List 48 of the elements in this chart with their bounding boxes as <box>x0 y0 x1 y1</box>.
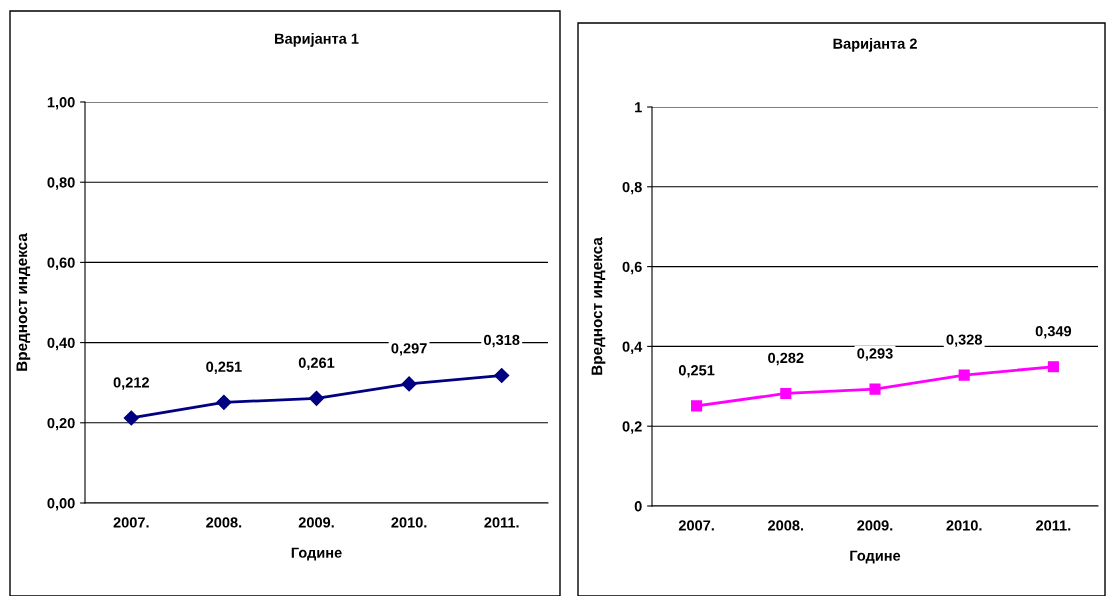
data-label: 0,328 <box>946 334 982 347</box>
data-label: 0,318 <box>484 334 520 348</box>
x-tick-label: 2007. <box>113 517 149 528</box>
data-label: 0,251 <box>678 365 715 378</box>
y-tick-label: 0,40 <box>47 337 75 351</box>
x-tick-label: 2008. <box>768 520 804 531</box>
data-label: 0,297 <box>391 343 427 356</box>
x-tick-label: 2010. <box>946 520 982 531</box>
data-label: 0,251 <box>206 361 242 375</box>
y-tick-label: 0,00 <box>47 498 75 511</box>
point <box>308 390 325 406</box>
point <box>1047 361 1059 373</box>
data-label: 0,293 <box>857 348 893 361</box>
x-tick-label: 2009. <box>298 517 334 528</box>
y-tick-label: 0,2 <box>622 421 642 434</box>
y-tick-label: 0,80 <box>47 177 75 190</box>
point <box>494 367 510 384</box>
point <box>958 369 970 381</box>
y-axis-title: Вредност индекса <box>16 233 31 371</box>
chart-title: Варијанта 1 <box>275 33 359 47</box>
y-tick-label: 1 <box>635 102 642 113</box>
y-tick-label: 0 <box>634 501 642 512</box>
x-tick-label: 2010. <box>391 517 427 528</box>
point <box>123 410 139 426</box>
x-axis-title: Године <box>291 547 342 561</box>
y-tick-label: 0,60 <box>47 257 75 270</box>
y-tick-label: 0,4 <box>622 341 643 354</box>
point <box>691 400 703 412</box>
point <box>216 394 232 410</box>
point <box>780 387 792 400</box>
y-tick-label: 0,8 <box>622 181 642 195</box>
data-label: 0,282 <box>768 352 804 366</box>
x-tick-label: 2008. <box>206 517 242 528</box>
data-label: 0,349 <box>1035 326 1072 339</box>
y-tick-label: 0,20 <box>47 417 75 431</box>
x-tick-label: 2009. <box>857 520 893 531</box>
data-label: 0,212 <box>113 377 149 390</box>
chart-title: Варијанта 2 <box>833 38 917 52</box>
point <box>869 383 881 395</box>
x-tick-label: 2011. <box>484 517 519 528</box>
x-axis-title: Године <box>850 550 901 564</box>
y-tick-label: 1,00 <box>47 97 75 110</box>
x-tick-label: 2007. <box>678 520 714 531</box>
x-tick-label: 2011. <box>1036 520 1071 531</box>
y-axis-title: Вредност индекса <box>591 237 606 375</box>
point <box>401 376 417 392</box>
y-tick-label: 0,6 <box>622 261 642 275</box>
data-label: 0,261 <box>298 357 335 371</box>
